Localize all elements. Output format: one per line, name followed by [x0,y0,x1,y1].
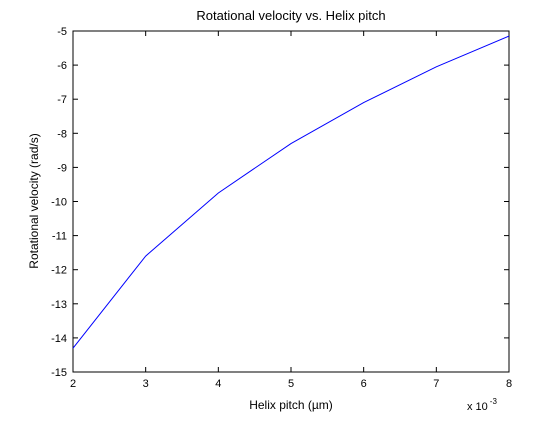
y-tick-label: -12 [51,265,67,277]
y-tick-label: -10 [51,197,67,209]
x-tick-label: 4 [215,378,221,390]
x-axis-exponent-power: -3 [490,397,498,406]
y-tick-label: -8 [57,128,67,140]
chart-title: Rotational velocity vs. Helix pitch [196,8,385,23]
x-tick-label: 2 [70,378,76,390]
x-axis-exponent: x 10 -3 [467,397,497,413]
series-line [72,35,510,349]
y-tick-label: -5 [57,26,67,38]
x-axis-label: Helix pitch (µm) [249,398,333,412]
y-axis-label: Rotational velocity (rad/s) [27,133,41,268]
x-axis-exponent-base: x 10 [467,401,488,413]
x-tick-label: 3 [143,378,149,390]
y-tick-label: -13 [51,299,67,311]
axis-ticks: 2 3 4 5 6 7 8 -15 -14 -13 -12 -11 -10 -9 -8 -7 -6 -5 [51,26,512,390]
x-tick-label: 8 [506,378,512,390]
y-tick-label: -14 [51,333,67,345]
series-layer [72,35,510,349]
y-tick-label: -6 [57,60,67,72]
y-tick-label: -15 [51,367,67,379]
plot-area [72,30,510,373]
x-tick-label: 6 [361,378,367,390]
y-tick-label: -11 [52,231,67,243]
y-tick-label: -7 [57,94,67,106]
y-tick-label: -9 [57,162,67,174]
x-tick-label: 7 [433,378,439,390]
x-tick-label: 5 [288,378,294,390]
